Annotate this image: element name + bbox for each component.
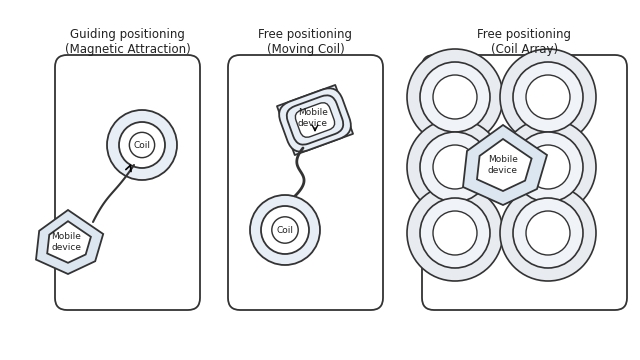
Circle shape [272,217,298,243]
Circle shape [407,119,503,215]
FancyBboxPatch shape [295,103,335,137]
Polygon shape [477,139,532,191]
Text: Mobile
device: Mobile device [298,108,328,128]
FancyBboxPatch shape [55,55,200,310]
Circle shape [261,206,309,254]
Circle shape [433,75,477,119]
Circle shape [513,62,583,132]
Text: Coil: Coil [276,225,294,234]
Circle shape [513,132,583,202]
Circle shape [500,185,596,281]
Circle shape [420,198,490,268]
Circle shape [526,145,570,189]
FancyBboxPatch shape [228,55,383,310]
Text: Free positioning
(Coil Array): Free positioning (Coil Array) [477,28,572,56]
Circle shape [433,211,477,255]
Text: Mobile
device: Mobile device [488,155,518,175]
Circle shape [129,132,155,158]
Circle shape [500,119,596,215]
Text: Guiding positioning
(Magnetic Attraction): Guiding positioning (Magnetic Attraction… [65,28,190,56]
Circle shape [420,132,490,202]
Text: Mobile
device: Mobile device [51,232,81,252]
Polygon shape [463,125,547,205]
Circle shape [526,211,570,255]
FancyBboxPatch shape [422,55,627,310]
Text: Coil: Coil [134,140,150,149]
Circle shape [250,195,320,265]
FancyBboxPatch shape [287,95,343,145]
Circle shape [407,49,503,145]
Polygon shape [277,85,353,155]
Circle shape [526,75,570,119]
Circle shape [500,49,596,145]
Circle shape [513,198,583,268]
Circle shape [407,185,503,281]
Circle shape [107,110,177,180]
Circle shape [420,62,490,132]
FancyBboxPatch shape [279,88,351,152]
Circle shape [433,145,477,189]
Polygon shape [47,221,91,263]
Polygon shape [36,210,103,274]
Text: Free positioning
(Moving Coil): Free positioning (Moving Coil) [259,28,353,56]
Circle shape [119,122,165,168]
